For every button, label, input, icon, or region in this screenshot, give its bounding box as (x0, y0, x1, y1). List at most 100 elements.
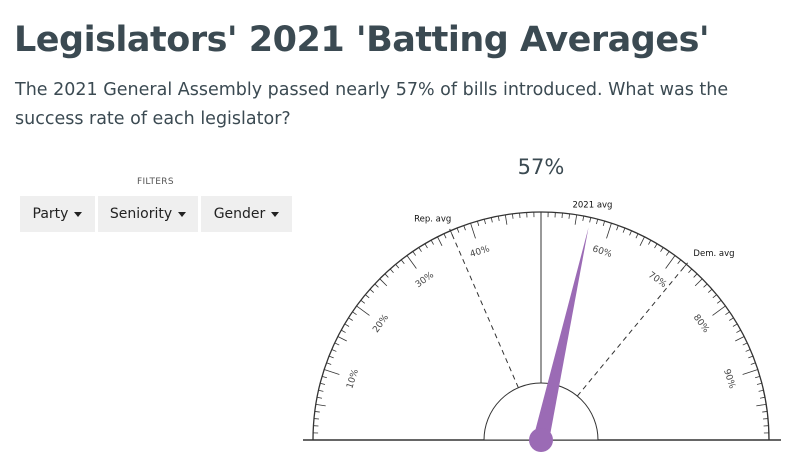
reference-line-label: 2021 avg (572, 201, 612, 211)
gauge-tick (666, 251, 670, 256)
gauge-tick (708, 288, 713, 293)
gauge-tick (688, 268, 693, 273)
gauge-tick (635, 233, 639, 239)
gauge-tick (470, 223, 476, 239)
gauge-tick (504, 214, 508, 225)
gauge-tick (596, 219, 599, 225)
reference-line-label: Rep. avg (414, 214, 451, 224)
gauge-tick (406, 255, 417, 269)
reference-line (576, 262, 688, 397)
gauge-tick (483, 219, 486, 225)
gauge-tick-label: 10% (345, 367, 361, 390)
gauge-tick (616, 225, 619, 231)
gauge-tick (736, 329, 741, 333)
gauge-tick-label: 20% (371, 313, 391, 335)
gauge-tick-label: 60% (591, 244, 614, 260)
gauge-tick (443, 233, 447, 239)
gauge-tick (477, 220, 480, 226)
gauge-tick (759, 396, 766, 399)
gauge-tick (418, 247, 422, 252)
gauge-tick (742, 342, 748, 346)
gauge-tick (574, 214, 578, 225)
gauge-tick-label: 30% (414, 270, 436, 290)
gauge-tick (490, 217, 493, 223)
gauge-tick (755, 376, 761, 379)
gauge-tick (729, 317, 734, 321)
gauge-tick (694, 278, 703, 287)
gauge-tick (316, 396, 323, 399)
page-title: Legislators' 2021 'Batting Averages' (14, 20, 710, 60)
gauge-tick (430, 240, 434, 245)
gauge-tick (716, 299, 722, 304)
gauge-tick (324, 369, 340, 375)
gauge-tick (389, 268, 394, 273)
gauge-tick (328, 355, 334, 359)
gauge-tick (750, 362, 756, 365)
gauge-tick (748, 355, 754, 359)
gauge-tick (758, 389, 764, 392)
gauge-tick (424, 243, 428, 249)
gauge-tick (648, 240, 652, 245)
gauge-tick (665, 255, 676, 269)
gauge-tick (348, 317, 353, 321)
gauge-needle (533, 227, 589, 442)
gauge-tick (582, 215, 585, 222)
gauge-tick (315, 403, 326, 407)
gauge-tick (512, 213, 514, 219)
filters-label: FILTERS (137, 177, 174, 187)
gauge-tick (712, 294, 717, 299)
gauge-tick (756, 382, 762, 385)
gauge-tick (365, 294, 370, 299)
gauge-tick (379, 278, 388, 287)
gauge-tick (400, 259, 405, 265)
gauge-tick (693, 273, 698, 278)
party-filter-label: Party (32, 206, 69, 222)
gauge-tick (622, 227, 626, 233)
gauge-tick (320, 382, 326, 385)
gauge-tick (654, 243, 658, 249)
gauge-tick (318, 389, 324, 392)
gauge-tick (360, 299, 366, 304)
gauge-tick (732, 323, 738, 327)
gauge-tick (756, 403, 767, 407)
gauge-tick (745, 349, 751, 352)
gauge-tick (369, 288, 374, 293)
gauge-tick-label: 80% (691, 313, 711, 335)
gauge-tick (341, 329, 346, 333)
gauge-tick (602, 220, 605, 226)
gauge-tick (337, 336, 347, 342)
seniority-filter-label: Seniority (109, 206, 173, 222)
gauge-tick (456, 227, 460, 233)
caret-down-icon (74, 211, 83, 217)
gauge-tick (314, 411, 320, 413)
gender-filter-label: Gender (213, 206, 266, 222)
reference-line (449, 228, 519, 388)
gauge-tick (762, 411, 768, 413)
value-readout: 57% (517, 155, 565, 179)
gauge-tick-label: 70% (646, 270, 668, 290)
gauge-tick (374, 283, 379, 288)
gauge-tick (395, 264, 400, 269)
gauge-tick (412, 251, 416, 256)
gauge-tick (639, 236, 645, 246)
gauge-tick (352, 311, 357, 315)
gauge-tick (712, 305, 726, 316)
gauge-tick (606, 223, 612, 239)
gauge-tick (703, 283, 708, 288)
gauge-tick (321, 376, 327, 379)
party-filter-button[interactable]: Party (20, 196, 95, 232)
gauge-tick (629, 230, 632, 236)
gauge-tick (344, 323, 350, 327)
gauge-tick (334, 342, 340, 346)
caret-down-icon (178, 211, 187, 217)
gauge-tick (356, 305, 370, 316)
gauge-tick (660, 247, 664, 252)
reference-line-label: Dem. avg (693, 249, 734, 259)
gauge-tick (589, 217, 592, 223)
gauge-tick (735, 336, 745, 342)
gauge-tick (331, 349, 337, 352)
gauge-tick-label: 90% (721, 368, 737, 391)
seniority-filter-button[interactable]: Seniority (98, 196, 198, 232)
gender-filter-button[interactable]: Gender (201, 196, 292, 232)
